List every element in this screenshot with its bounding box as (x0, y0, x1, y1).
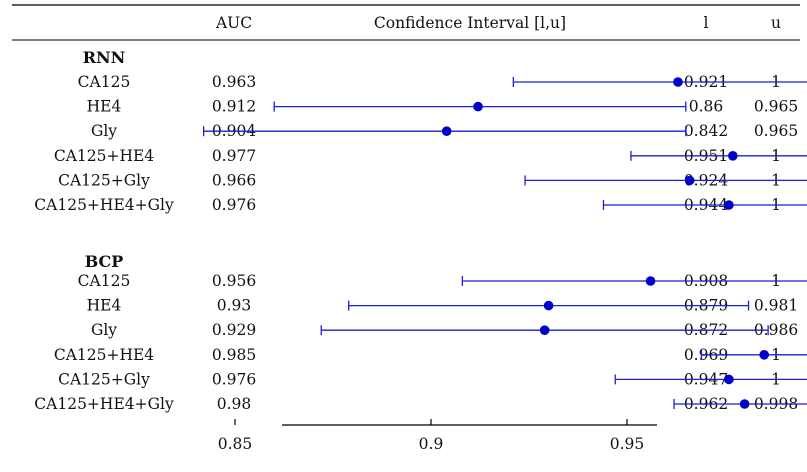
upper-bound-value: 0.981 (754, 297, 798, 315)
group-title: BCP (85, 252, 124, 271)
auc-point (724, 374, 734, 385)
x-axis: 0.850.90.951 (218, 419, 657, 453)
auc-point (759, 350, 769, 360)
row-label: CA125 (78, 73, 131, 91)
group-title: RNN (83, 48, 126, 67)
auc-value: 0.966 (212, 171, 256, 189)
x-tick-label: 0.85 (218, 435, 253, 453)
upper-bound-value: 0.965 (754, 98, 798, 116)
auc-point (473, 101, 483, 112)
auc-point (539, 325, 550, 336)
header-confidence-interval: Confidence Interval [l,u] (374, 14, 566, 32)
auc-value: 0.929 (212, 321, 256, 339)
row-label: Gly (91, 321, 117, 339)
auc-point (673, 77, 683, 87)
row-label: CA125+Gly (58, 171, 150, 189)
lower-bound-value: 0.86 (689, 98, 724, 116)
row-label: CA125+HE4 (54, 147, 154, 165)
row-label: HE4 (87, 98, 122, 116)
row-label: HE4 (87, 297, 122, 315)
auc-point (724, 200, 734, 210)
row-label: CA125 (78, 272, 131, 290)
auc-value: 0.98 (217, 395, 252, 413)
auc-value: 0.912 (212, 98, 256, 116)
auc-value: 0.977 (212, 147, 256, 165)
row-label: Gly (91, 122, 117, 140)
row-label: CA125+Gly (58, 370, 150, 388)
auc-point (645, 276, 656, 286)
auc-value: 0.976 (212, 196, 256, 214)
auc-point (684, 175, 695, 186)
auc-value: 0.985 (212, 346, 256, 364)
header-u: u (771, 14, 781, 32)
row-label: CA125+HE4+Gly (34, 196, 174, 214)
auc-point (543, 300, 554, 311)
x-tick-label: 0.9 (419, 435, 444, 453)
x-tick-label: 0.95 (610, 435, 645, 453)
lower-bound-value: 0.842 (684, 122, 728, 140)
auc-value: 0.956 (212, 272, 256, 290)
auc-point (441, 126, 452, 136)
auc-value: 0.93 (217, 297, 252, 315)
upper-bound-value: 0.986 (754, 321, 798, 339)
auc-value: 0.976 (212, 370, 256, 388)
row-label: CA125+HE4+Gly (34, 395, 174, 413)
header-auc: AUC (215, 14, 252, 32)
auc-point (739, 399, 750, 409)
upper-bound-value: 0.965 (754, 122, 798, 140)
auc-value: 0.963 (212, 73, 256, 91)
row-label: CA125+HE4 (54, 346, 154, 364)
auc-point (728, 151, 738, 161)
header-l: l (704, 14, 709, 32)
